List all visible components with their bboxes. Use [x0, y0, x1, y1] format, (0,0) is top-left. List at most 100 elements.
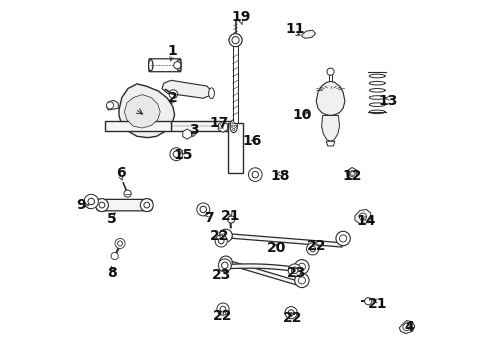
Circle shape	[285, 307, 297, 319]
Text: 19: 19	[231, 10, 250, 24]
Text: 21: 21	[366, 297, 386, 311]
Circle shape	[359, 213, 366, 220]
Text: 23: 23	[286, 266, 305, 280]
Circle shape	[221, 231, 230, 240]
Polygon shape	[221, 231, 230, 240]
Text: 5: 5	[107, 212, 117, 226]
Polygon shape	[96, 199, 152, 211]
Text: 21: 21	[220, 209, 240, 223]
Circle shape	[173, 62, 181, 69]
Text: 2: 2	[167, 90, 177, 104]
Text: 6: 6	[116, 166, 125, 180]
Circle shape	[219, 229, 232, 242]
Text: 22: 22	[283, 311, 302, 325]
Polygon shape	[229, 264, 301, 272]
Circle shape	[230, 125, 233, 127]
Text: 4: 4	[404, 320, 413, 334]
Polygon shape	[354, 210, 370, 224]
Text: 22: 22	[209, 229, 229, 243]
Circle shape	[218, 238, 224, 244]
Ellipse shape	[177, 59, 181, 71]
Polygon shape	[162, 80, 211, 98]
Polygon shape	[301, 30, 315, 39]
Circle shape	[298, 263, 305, 270]
Circle shape	[218, 259, 231, 272]
FancyBboxPatch shape	[149, 59, 181, 72]
Circle shape	[251, 171, 258, 178]
Polygon shape	[346, 167, 356, 179]
Circle shape	[339, 235, 346, 242]
Circle shape	[117, 241, 122, 246]
Polygon shape	[232, 44, 238, 123]
Circle shape	[227, 216, 234, 223]
Circle shape	[143, 202, 149, 208]
Circle shape	[294, 260, 308, 274]
Circle shape	[287, 264, 301, 277]
Circle shape	[221, 257, 230, 266]
Text: 14: 14	[356, 214, 375, 228]
Circle shape	[335, 231, 349, 246]
Text: 23: 23	[211, 268, 230, 282]
Ellipse shape	[148, 59, 153, 71]
Text: 7: 7	[203, 211, 213, 225]
Circle shape	[169, 90, 177, 98]
Polygon shape	[218, 122, 227, 132]
Circle shape	[326, 68, 333, 75]
Circle shape	[88, 198, 94, 205]
Polygon shape	[321, 116, 339, 141]
Polygon shape	[104, 121, 171, 131]
Text: 16: 16	[242, 134, 261, 148]
Circle shape	[248, 168, 262, 181]
Polygon shape	[399, 320, 414, 333]
Circle shape	[84, 194, 98, 209]
Text: 11: 11	[285, 22, 304, 36]
Circle shape	[219, 256, 232, 269]
Circle shape	[364, 298, 371, 305]
Polygon shape	[183, 129, 191, 139]
Circle shape	[221, 262, 227, 269]
Circle shape	[95, 199, 108, 212]
Circle shape	[220, 306, 225, 312]
Circle shape	[228, 34, 242, 46]
Text: 9: 9	[76, 198, 86, 212]
Circle shape	[232, 129, 234, 131]
Polygon shape	[328, 72, 332, 81]
Circle shape	[348, 171, 354, 176]
Circle shape	[215, 235, 227, 247]
Circle shape	[106, 102, 113, 109]
Text: 18: 18	[270, 170, 289, 183]
Ellipse shape	[208, 88, 214, 99]
Circle shape	[291, 267, 297, 274]
Polygon shape	[124, 95, 160, 128]
Text: 22: 22	[213, 309, 232, 323]
Text: 22: 22	[306, 239, 325, 253]
Circle shape	[234, 125, 236, 127]
Polygon shape	[325, 141, 334, 146]
Polygon shape	[221, 257, 230, 267]
Text: 8: 8	[107, 266, 117, 280]
Polygon shape	[106, 100, 118, 110]
Circle shape	[231, 37, 239, 44]
Polygon shape	[229, 234, 341, 247]
Circle shape	[196, 203, 209, 216]
Circle shape	[402, 323, 409, 330]
Circle shape	[306, 243, 318, 255]
Circle shape	[309, 246, 315, 252]
Circle shape	[111, 252, 118, 260]
Circle shape	[294, 273, 308, 288]
Polygon shape	[229, 261, 301, 287]
Circle shape	[217, 303, 228, 315]
Polygon shape	[85, 199, 95, 209]
Circle shape	[298, 277, 305, 284]
Polygon shape	[316, 81, 344, 116]
Text: 15: 15	[173, 148, 193, 162]
Text: 10: 10	[292, 108, 311, 122]
Text: 20: 20	[266, 241, 286, 255]
Text: 1: 1	[167, 44, 177, 58]
Circle shape	[140, 199, 153, 212]
Text: 17: 17	[209, 116, 228, 130]
Polygon shape	[119, 84, 174, 138]
Circle shape	[124, 190, 131, 197]
Circle shape	[173, 151, 179, 157]
Circle shape	[99, 202, 104, 208]
